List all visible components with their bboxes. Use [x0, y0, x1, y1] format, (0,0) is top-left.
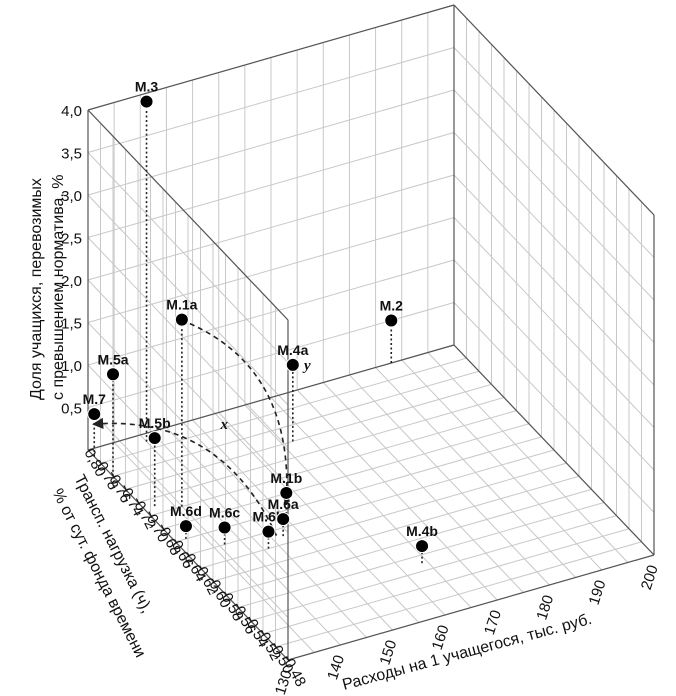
z-tick-label: 3,5	[61, 146, 82, 163]
frame-edge	[453, 4, 655, 216]
z-tick-label: 1,0	[61, 358, 82, 375]
floor-grid-line	[125, 383, 492, 490]
grid	[87, 4, 655, 661]
data-point	[415, 539, 430, 554]
data-point	[178, 519, 193, 534]
data-point-label: М.1a	[166, 297, 197, 313]
left-wall-grid-line	[87, 407, 289, 618]
floor-grid-line	[100, 357, 467, 464]
annotation-label: y	[302, 358, 311, 374]
data-point	[279, 485, 294, 500]
frame-edge	[87, 4, 455, 111]
drop-lines	[93, 101, 423, 564]
floor-grid-line	[137, 397, 505, 503]
z-tick-label: 4,0	[61, 103, 82, 120]
data-point-label: М.6d	[170, 503, 202, 519]
data-points: М.3М.1aМ.5aМ.5bМ.7М.6d М.6c М.6bМ.6aМ.1bМ.…	[83, 79, 438, 554]
right-wall-grid-line	[453, 174, 655, 386]
data-point-label: М.4b	[406, 523, 438, 539]
data-point	[87, 407, 102, 422]
data-point-label: М.2	[380, 298, 404, 314]
x-tick-label: 170	[481, 608, 505, 637]
data-point	[285, 357, 300, 372]
left-wall-grid-line	[87, 364, 289, 576]
frame-edge	[453, 344, 655, 556]
floor-grid-line	[175, 436, 542, 543]
data-point	[276, 512, 291, 527]
frame-edge	[87, 449, 289, 661]
x-tick-label: 190	[586, 578, 610, 607]
right-wall-grid-line	[453, 259, 655, 471]
x-tick-label: 150	[376, 638, 400, 667]
floor-grid-line	[237, 502, 605, 608]
annotation-arrow	[189, 322, 293, 506]
z-tick-label: 3,0	[61, 188, 82, 205]
data-point	[217, 520, 232, 535]
x-tick-label: 130	[272, 668, 296, 696]
left-wall-grid-line	[87, 322, 289, 533]
frame-edge	[287, 554, 655, 661]
z-tick-label: 0,5	[61, 401, 82, 418]
back-wall-grid-line	[87, 47, 455, 153]
floor-grid-line	[150, 410, 517, 517]
left-wall-grid-line	[87, 237, 289, 448]
right-wall-grid-line	[453, 89, 655, 301]
annotation-label: x	[220, 417, 229, 433]
annotation-arrows: yx	[92, 322, 311, 536]
floor-grid-line	[262, 528, 630, 635]
axes-frame	[87, 4, 655, 661]
back-wall-grid-line	[87, 132, 455, 238]
data-point-label: М.6a	[268, 496, 299, 512]
floor-grid-line	[212, 475, 580, 582]
floor-grid-line	[187, 449, 555, 556]
z-tick-label: 1,5	[61, 316, 82, 333]
floor-grid-line	[250, 515, 617, 622]
data-point	[261, 524, 276, 539]
floor-grid-line	[200, 462, 567, 569]
right-wall-grid-line	[453, 47, 655, 258]
back-wall-grid-line	[87, 259, 455, 366]
x-tick-label: 160	[429, 623, 453, 652]
back-wall-grid-line	[87, 174, 455, 281]
data-point	[174, 312, 189, 327]
annotation-arrow	[92, 417, 278, 536]
frame-edge	[87, 109, 289, 321]
data-point	[106, 367, 120, 382]
data-point	[147, 431, 162, 446]
data-point-label: М.6c	[209, 505, 240, 521]
z-axis-label: с превышением норматива, %	[50, 174, 67, 400]
x-tick-label: 180	[533, 593, 557, 622]
data-point-label: М.5a	[97, 351, 128, 367]
z-tick-label: 2,0	[61, 273, 82, 290]
data-point-label: М.5b	[139, 415, 171, 431]
right-wall-grid-line	[453, 132, 655, 343]
z-axis-label: Доля учащихся, перевозимых	[28, 178, 45, 400]
data-point-label: М.1b	[270, 470, 302, 486]
back-wall-grid-line	[87, 217, 455, 323]
data-point	[384, 313, 399, 328]
x-tick-label: 140	[324, 653, 348, 682]
left-wall-grid-line	[87, 152, 289, 363]
frame-edge	[87, 344, 455, 451]
data-point-label: М.4a	[277, 342, 308, 358]
floor-grid-line	[112, 370, 480, 477]
right-wall-grid-line	[453, 302, 655, 513]
floor-grid-line	[162, 423, 530, 530]
back-wall-grid-line	[87, 89, 455, 196]
right-wall-grid-line	[453, 217, 655, 428]
x-tick-label: 200	[638, 563, 662, 592]
floor-grid-line	[275, 541, 642, 648]
left-wall-grid-line	[87, 279, 289, 491]
left-wall-grid-line	[87, 194, 289, 406]
data-point	[139, 94, 154, 109]
floor-grid-line	[225, 488, 592, 595]
data-point-label: М.7	[83, 391, 107, 407]
z-tick-label: 2,5	[61, 231, 82, 248]
data-point-label: М.3	[135, 79, 159, 95]
